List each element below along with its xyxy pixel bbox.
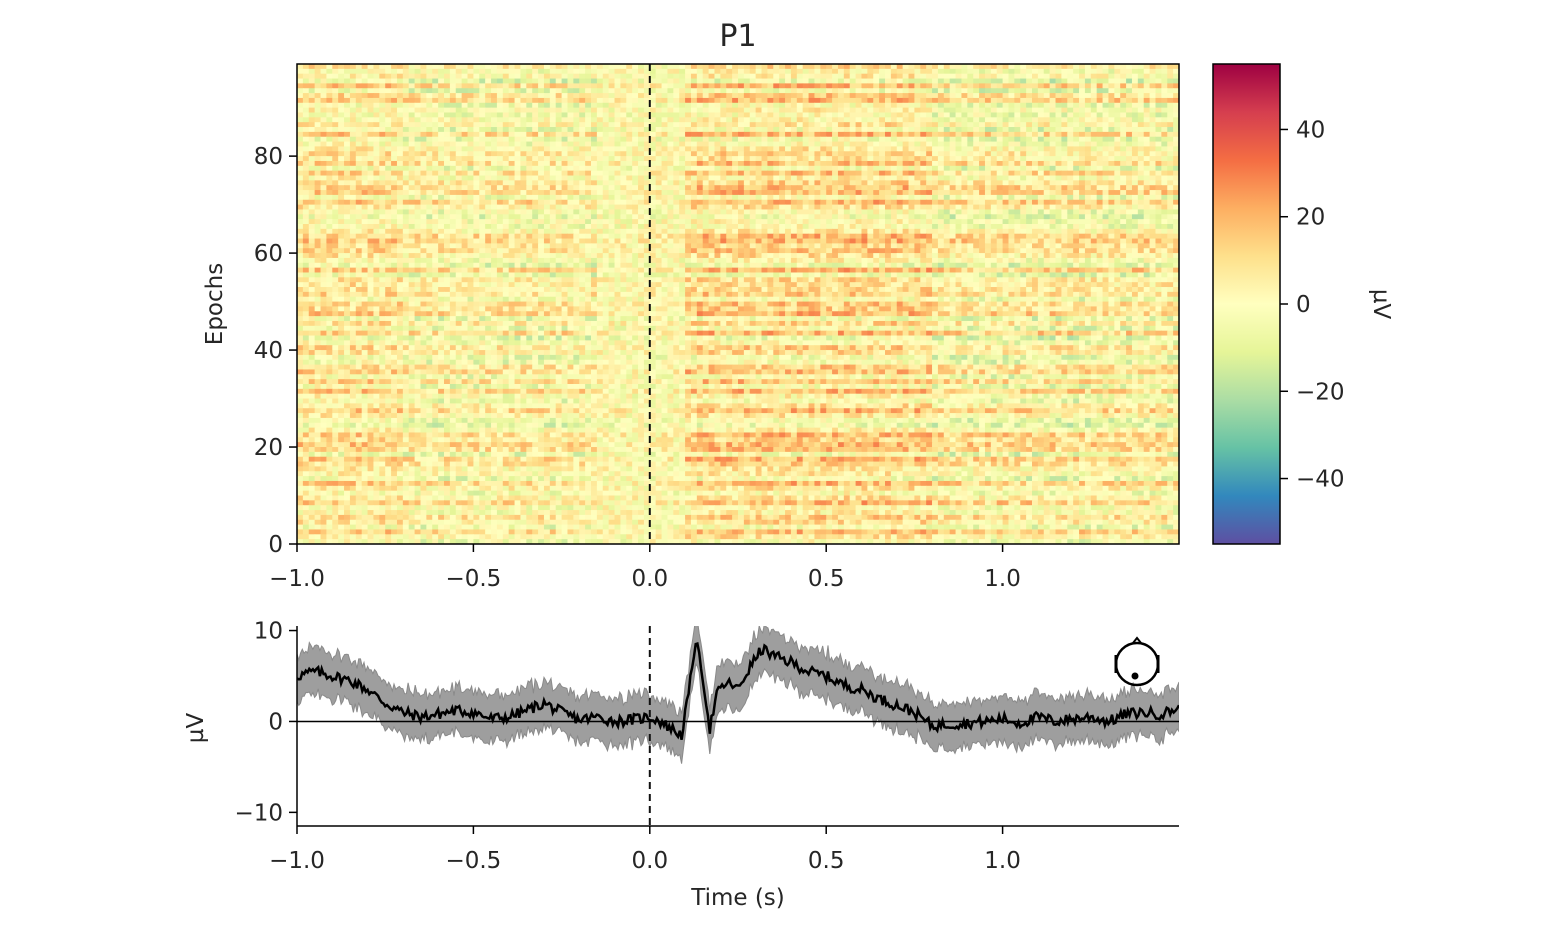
erp-y-tick-label: 10 <box>254 619 283 645</box>
colorbar-label: µV <box>1368 289 1394 320</box>
erp-y-label: µV <box>183 713 209 744</box>
erp-x-tick-label: 1.0 <box>984 848 1021 874</box>
colorbar-tick-label: 40 <box>1296 117 1325 143</box>
heatmap-x-axis: −1.0 −0.5 0.0 0.5 1.0 <box>269 544 1021 592</box>
heatmap-y-tick-label: 40 <box>254 338 283 364</box>
colorbar-tick-label: −40 <box>1296 467 1345 493</box>
colorbar-tick-label: −20 <box>1296 379 1345 405</box>
sensor-head-icon <box>1114 636 1160 687</box>
erp-x-tick-label: −1.0 <box>269 848 325 874</box>
colorbar-tick-label: 0 <box>1296 292 1311 318</box>
heatmap-x-tick-label: 0.5 <box>808 566 845 592</box>
heatmap-x-tick-label: −1.0 <box>269 566 325 592</box>
erp-y-tick-label: 0 <box>268 709 283 735</box>
heatmap-frame <box>296 63 1180 545</box>
colorbar-axis: 40 20 0 −20 −40 <box>1280 117 1345 493</box>
heatmap-title: P1 <box>719 19 756 54</box>
heatmap-y-tick-label: 80 <box>254 144 283 170</box>
heatmap-y-axis: 0 20 40 60 80 <box>254 144 297 558</box>
erp-x-tick-label: −0.5 <box>445 848 501 874</box>
erp-x-axis: −1.0 −0.5 0.0 0.5 1.0 <box>269 826 1021 874</box>
colorbar <box>1212 63 1281 545</box>
erp-x-tick-label: 0.0 <box>632 848 669 874</box>
erp-y-tick-label: −10 <box>234 800 283 826</box>
heatmap-x-tick-label: 0.0 <box>632 566 669 592</box>
heatmap-x-tick-label: 1.0 <box>984 566 1021 592</box>
heatmap-y-tick-label: 60 <box>254 241 283 267</box>
erp-x-tick-label: 0.5 <box>808 848 845 874</box>
erp-plot-area <box>297 626 1179 764</box>
heatmap-y-label: Epochs <box>202 263 228 345</box>
heatmap-cells <box>297 64 1179 544</box>
heatmap-y-tick-label: 20 <box>254 435 283 461</box>
heatmap-y-tick-label: 0 <box>268 532 283 558</box>
heatmap-x-tick-label: −0.5 <box>445 566 501 592</box>
erp-mean-line <box>297 642 1179 740</box>
erp-confidence-band <box>297 626 1179 764</box>
erp-x-label: Time (s) <box>690 885 785 911</box>
erp-y-axis: 10 0 −10 <box>234 619 297 826</box>
colorbar-tick-label: 20 <box>1296 205 1325 231</box>
